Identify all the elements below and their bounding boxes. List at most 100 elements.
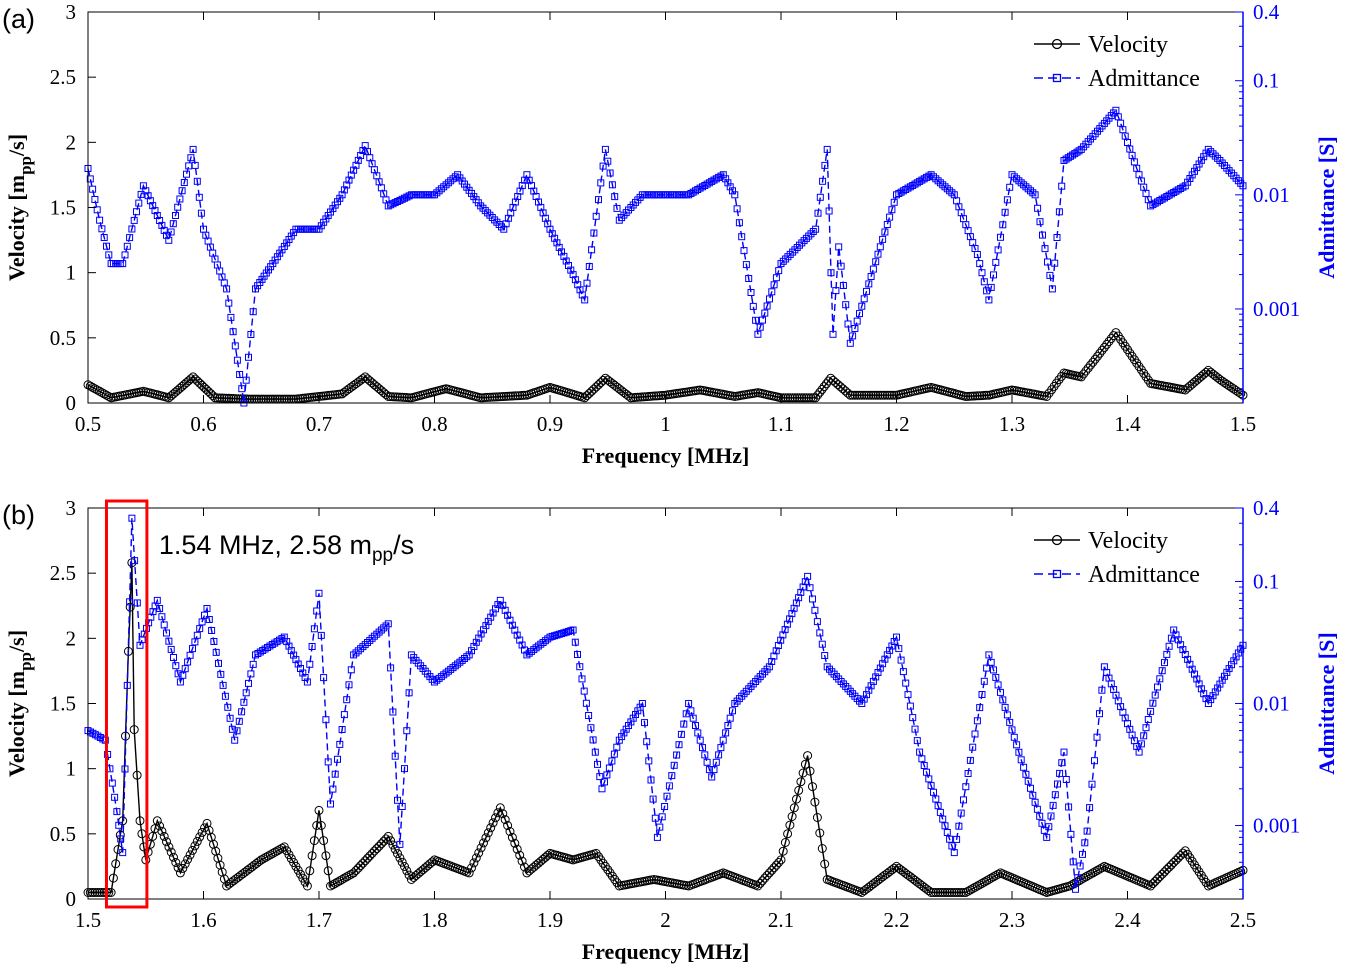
admittance-point	[726, 183, 734, 191]
velocity-point	[824, 376, 833, 386]
admittance-point	[888, 206, 896, 214]
velocity-point	[855, 390, 864, 400]
peak-annotation: 1.54 MHz, 2.58 mpp/s	[159, 530, 414, 566]
velocity-point	[390, 392, 400, 402]
x-tick-label: 1.4	[1114, 412, 1141, 436]
admittance-point	[338, 726, 346, 733]
velocity-point	[1088, 357, 1098, 367]
admittance-point	[525, 649, 533, 657]
admittance-point	[719, 736, 727, 744]
admittance-point	[886, 646, 894, 654]
admittance-point	[587, 724, 595, 732]
velocity-point	[263, 851, 273, 861]
admittance-point	[565, 627, 572, 635]
panel-a-y2-axis-label: Admittance [S]	[1314, 136, 1339, 278]
velocity-point	[1095, 864, 1105, 874]
y-tick-label: 0	[66, 391, 77, 415]
admittance-point	[156, 605, 164, 612]
admittance-point	[290, 651, 298, 659]
admittance-point	[801, 578, 809, 586]
x-tick-label: 0.6	[190, 412, 216, 436]
y-tick-label: 0	[66, 887, 77, 911]
velocity-point	[760, 873, 770, 883]
admittance-point	[867, 273, 875, 280]
admittance-point	[562, 628, 570, 636]
velocity-point	[185, 850, 195, 860]
admittance-point	[1161, 659, 1168, 667]
velocity-point	[316, 821, 326, 830]
admittance-point	[223, 285, 231, 293]
admittance-point	[980, 677, 988, 685]
velocity-point	[598, 375, 608, 385]
admittance-point	[1186, 660, 1194, 668]
admittance-point	[985, 296, 993, 304]
velocity-point	[1093, 351, 1102, 361]
velocity-point	[803, 751, 813, 761]
velocity-point	[108, 873, 118, 883]
admittance-point	[976, 704, 984, 712]
admittance-point	[499, 601, 507, 609]
admittance-point	[1218, 676, 1226, 684]
admittance-point	[865, 686, 873, 694]
admittance-point	[247, 331, 255, 338]
admittance-point	[553, 631, 561, 639]
velocity-point	[186, 374, 196, 384]
velocity-point	[326, 881, 335, 891]
admittance-point	[1017, 179, 1025, 187]
admittance-point	[580, 687, 588, 695]
y2-tick-label: 0.1	[1253, 69, 1279, 93]
velocity-point	[335, 876, 345, 886]
admittance-point	[853, 317, 861, 325]
admittance-point	[1193, 675, 1201, 683]
admittance-point	[941, 183, 949, 191]
admittance-point	[306, 660, 314, 668]
velocity-point	[212, 393, 222, 403]
velocity-point	[339, 387, 349, 397]
admittance-point	[433, 189, 441, 197]
admittance-point	[93, 206, 101, 214]
admittance-point	[1065, 803, 1073, 811]
admittance-point	[174, 203, 182, 211]
admittance-point	[442, 669, 450, 677]
admittance-point	[310, 625, 318, 633]
velocity-point	[95, 888, 105, 897]
admittance-point	[647, 776, 655, 784]
velocity-point	[349, 868, 359, 878]
admittance-point	[1195, 160, 1203, 168]
admittance-point	[123, 681, 131, 689]
velocity-point	[474, 848, 484, 858]
admittance-point	[890, 198, 898, 206]
admittance-point	[1029, 189, 1037, 197]
admittance-point	[123, 242, 131, 250]
y2-tick-label: 0.4	[1253, 0, 1280, 24]
velocity-point	[1222, 379, 1232, 389]
velocity-point	[505, 827, 515, 836]
admittance-point	[1154, 683, 1161, 691]
admittance-point	[1058, 182, 1066, 190]
admittance-point	[191, 638, 199, 646]
admittance-point	[394, 198, 401, 205]
admittance-point	[167, 645, 175, 653]
admittance-point	[1076, 862, 1084, 870]
velocity-point	[180, 859, 190, 869]
admittance-point	[558, 248, 565, 256]
legend-admittance-marker	[1052, 569, 1062, 579]
admittance-point	[715, 751, 723, 759]
panel-a-legend: Velocity Admittance	[1034, 32, 1200, 92]
velocity-point	[404, 393, 414, 403]
admittance-point	[373, 630, 381, 638]
admittance-point	[792, 599, 800, 607]
admittance-point	[590, 229, 598, 237]
velocity-point	[85, 381, 95, 391]
admittance-point	[710, 766, 718, 774]
admittance-point	[297, 665, 304, 672]
admittance-point	[825, 207, 833, 215]
velocity-point	[878, 390, 888, 400]
admittance-point	[301, 674, 309, 681]
admittance-point	[322, 716, 330, 724]
admittance-point	[842, 682, 850, 690]
admittance-point	[336, 740, 344, 748]
admittance-point	[872, 673, 880, 681]
velocity-point	[1201, 367, 1211, 377]
admittance-point	[1177, 641, 1185, 649]
